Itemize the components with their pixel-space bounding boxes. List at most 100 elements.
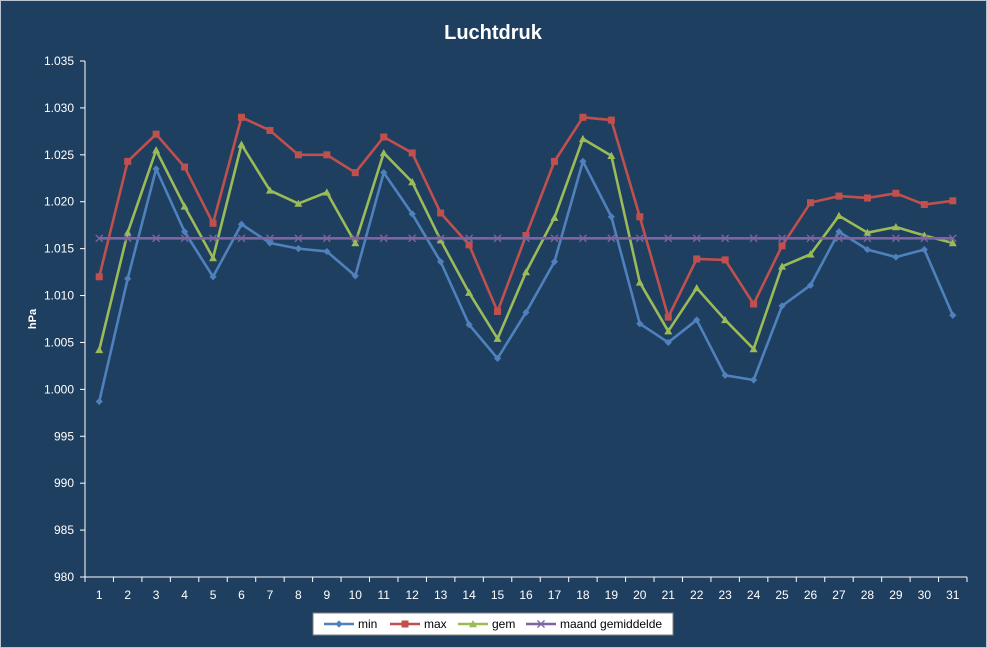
data-point-maand-gemiddelde [806, 234, 815, 243]
data-point-maand-gemiddelde-stroke [95, 234, 104, 243]
data-point-maand-gemiddelde [778, 234, 787, 243]
legend-label-maand-gemiddelde: maand gemiddelde [560, 617, 662, 631]
x-tick-label: 23 [718, 588, 732, 602]
data-point-min [294, 245, 302, 253]
legend-label-min: min [358, 617, 377, 631]
data-point-gem [778, 262, 787, 270]
data-point-min [693, 316, 701, 324]
data-point-min [949, 311, 957, 319]
data-point-max [835, 192, 843, 200]
x-tick-label: 14 [462, 588, 476, 602]
data-point-max [550, 157, 558, 165]
data-point-maand-gemiddelde [123, 234, 132, 243]
data-point-gem [123, 228, 132, 236]
data-point-gem [721, 315, 730, 324]
data-point-gem [180, 202, 189, 210]
data-point-maand-gemiddelde-stroke [379, 234, 388, 243]
data-point-min [408, 210, 416, 218]
data-point-gem [95, 345, 104, 354]
y-tick-label: 1.015 [44, 242, 74, 256]
x-tick-label: 12 [406, 588, 420, 602]
data-point-gem [436, 236, 445, 244]
data-point-min [380, 169, 388, 177]
x-tick-label: 5 [210, 588, 217, 602]
data-point-gem [607, 151, 616, 159]
data-point-maand-gemiddelde-stroke [294, 234, 303, 243]
data-point-min [920, 245, 928, 254]
y-tick-label: 980 [54, 570, 74, 584]
data-point-max [778, 242, 786, 250]
data-point-gem [578, 134, 587, 143]
data-point-gem [806, 250, 815, 258]
data-point-min [351, 272, 359, 280]
data-point-min [863, 245, 872, 254]
x-tick-label: 17 [548, 588, 562, 602]
data-point-maand-gemiddelde-stroke [806, 234, 815, 243]
data-point-maand-gemiddelde-stroke [493, 234, 502, 243]
x-tick-label: 13 [434, 588, 448, 602]
data-point-maand-gemiddelde [379, 234, 388, 243]
legend-marker-gem [469, 620, 477, 628]
data-point-min [209, 273, 217, 281]
data-point-min [493, 354, 502, 363]
data-point-gem [237, 140, 246, 148]
data-point-maand-gemiddelde-stroke [123, 234, 132, 243]
series-min [95, 157, 957, 406]
x-tick-label: 20 [633, 588, 647, 602]
data-point-maand-gemiddelde [436, 234, 445, 243]
legend-marker-maand-gemiddelde-stroke [537, 620, 545, 628]
data-point-gem [635, 278, 644, 286]
data-point-maand-gemiddelde-stroke [834, 234, 843, 243]
y-tick-label: 985 [54, 523, 74, 537]
x-tick-label: 4 [181, 588, 188, 602]
data-point-max [920, 201, 928, 209]
data-point-max [863, 194, 871, 202]
data-point-min [721, 371, 729, 379]
data-point-gem [493, 334, 502, 342]
data-point-min [180, 228, 189, 236]
x-tick-label: 1 [96, 588, 103, 602]
series-max [95, 113, 957, 321]
x-tick-label: 9 [323, 588, 330, 602]
data-point-maand-gemiddelde-stroke [180, 234, 189, 243]
data-point-maand-gemiddelde [152, 234, 161, 243]
y-axis-label: hPa [27, 308, 39, 329]
data-point-maand-gemiddelde [294, 234, 303, 243]
data-point-maand-gemiddelde [920, 234, 929, 243]
x-tick-label: 3 [153, 588, 160, 602]
data-point-maand-gemiddelde-stroke [465, 234, 474, 243]
data-point-gem [948, 239, 957, 247]
data-point-max [465, 241, 473, 249]
x-tick-label: 28 [861, 588, 875, 602]
data-point-max [380, 133, 388, 141]
x-tick-label: 16 [519, 588, 533, 602]
y-tick-label: 1.000 [44, 382, 74, 396]
data-point-maand-gemiddelde [578, 234, 587, 243]
data-point-maand-gemiddelde-stroke [578, 234, 587, 243]
data-point-maand-gemiddelde [550, 234, 559, 243]
data-point-gem [863, 228, 872, 236]
data-point-gem [294, 199, 303, 207]
data-point-min [323, 247, 331, 256]
data-point-maand-gemiddelde [721, 234, 730, 243]
x-tick-label: 15 [491, 588, 505, 602]
data-point-gem [265, 186, 274, 194]
axes: 9809859909951.0001.0051.0101.0151.0201.0… [44, 54, 968, 602]
data-point-max [579, 113, 587, 121]
data-point-maand-gemiddelde-stroke [550, 234, 559, 243]
data-point-min [437, 258, 445, 266]
legend: min max gem maand gemiddelde [312, 612, 674, 636]
data-point-max [437, 209, 445, 217]
data-point-maand-gemiddelde [265, 234, 274, 243]
data-point-maand-gemiddelde [607, 234, 616, 243]
x-tick-label: 2 [124, 588, 131, 602]
data-point-maand-gemiddelde [351, 234, 360, 243]
data-point-maand-gemiddelde-stroke [322, 234, 331, 243]
data-point-maand-gemiddelde [891, 234, 900, 243]
data-point-min [152, 165, 160, 173]
data-point-max [721, 256, 729, 264]
data-point-max [636, 213, 644, 221]
data-point-max [95, 273, 103, 281]
